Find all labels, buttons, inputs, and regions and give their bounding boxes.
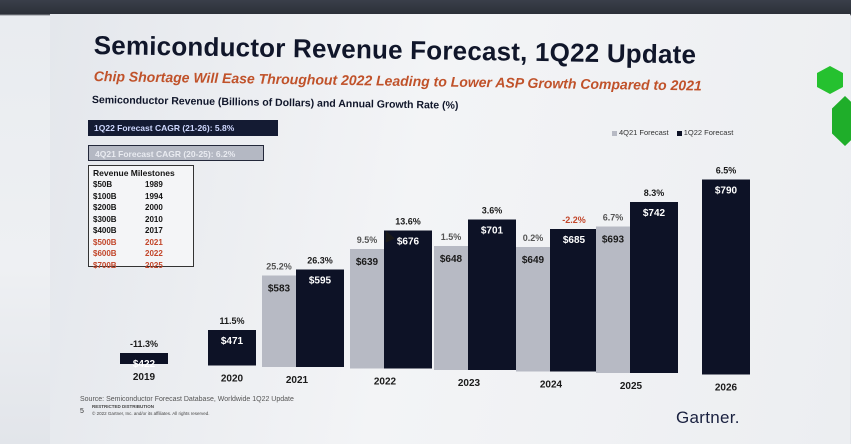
- bar-value-label-1q22: $742: [643, 208, 666, 219]
- milestone-year: 2022: [145, 249, 163, 258]
- x-tick-label: 2024: [540, 380, 563, 391]
- x-tick-label: 2026: [715, 383, 738, 394]
- x-tick-label: 2021: [286, 375, 309, 386]
- bar-value-label-4q21: $693: [602, 235, 625, 246]
- bar-1q22-2026: [702, 179, 750, 375]
- legend-label-4q21: 4Q21 Forecast: [619, 128, 669, 137]
- bar-value-label-4q21: $648: [440, 254, 463, 265]
- milestone-amount: $600B: [93, 249, 117, 258]
- growth-label-4q21: 9.5%: [357, 235, 378, 245]
- source-note: Source: Semiconductor Forecast Database,…: [80, 396, 294, 403]
- cagr-4q21-box: 4Q21 Forecast CAGR (20-25): 6.2%: [88, 145, 264, 161]
- bar-1q22-2022: [384, 230, 432, 369]
- restricted-distribution-note: RESTRICTED DISTRIBUTION: [92, 404, 155, 409]
- revenue-milestones-table: Revenue Milestones $50B 1989 $100B 1994 $200…: [88, 165, 194, 270]
- growth-label-1q22: 13.6%: [395, 217, 421, 227]
- growth-label-4q21: 1.5%: [441, 232, 462, 242]
- milestone-row: $50B 1989: [93, 179, 189, 191]
- bar-1q22-2019: [120, 353, 168, 364]
- growth-label-1q22: -2.2%: [562, 215, 586, 225]
- milestone-row: $300B 2010: [93, 214, 189, 226]
- milestone-amount: $700B: [93, 260, 117, 270]
- milestones-rows: $50B 1989 $100B 1994 $200B 2000 $300B 2010 $400B…: [93, 179, 189, 271]
- growth-label-4q21: 0.2%: [523, 233, 544, 243]
- milestone-year: 2021: [145, 237, 163, 247]
- milestone-row: $600B 2022: [93, 248, 189, 260]
- copyright-note: © 2022 Gartner, Inc. and/or its affiliat…: [92, 411, 210, 416]
- milestone-year: 2017: [145, 226, 163, 235]
- bar-1q22-2024: [550, 229, 598, 372]
- milestone-amount: $300B: [93, 214, 117, 224]
- milestone-row: $400B 2017: [93, 225, 189, 237]
- milestone-year: 1989: [145, 180, 163, 189]
- bar-value-label-4q21: $639: [356, 257, 379, 268]
- growth-label-1q22: 6.5%: [716, 166, 737, 176]
- bar-value-label-4q21: $649: [522, 255, 545, 266]
- legend-item-1q22: 1Q22 Forecast: [676, 128, 734, 137]
- bar-value-label-1q22: $790: [715, 186, 738, 197]
- bar-4q21-2021: [262, 275, 296, 367]
- growth-label-4q21: 6.7%: [603, 213, 624, 223]
- growth-label-4q21: 25.2%: [266, 262, 292, 272]
- x-tick-label: 2022: [374, 377, 397, 388]
- milestone-amount: $400B: [93, 226, 117, 235]
- milestone-amount: $200B: [93, 203, 117, 212]
- chart-legend: 4Q21 Forecast 1Q22 Forecast: [612, 128, 739, 137]
- bar-value-label-1q22: $595: [309, 276, 332, 287]
- x-tick-label: 2023: [458, 378, 481, 389]
- bar-1q22-2023: [468, 219, 516, 370]
- bar-1q22-2020: [208, 330, 256, 366]
- bar-value-label-1q22: $422: [133, 359, 156, 370]
- page-number: 5: [80, 408, 84, 415]
- milestone-year: 2025: [145, 260, 163, 270]
- bar-4q21-2025: [596, 226, 630, 373]
- milestone-row: $700B 2025: [93, 260, 189, 272]
- milestone-row: $100B 1994: [93, 191, 189, 203]
- green-hexagon-logo-secondary: [832, 96, 851, 146]
- cagr-1q22-box: 1Q22 Forecast CAGR (21-26): 5.8%: [88, 120, 278, 136]
- bar-value-label-1q22: $701: [481, 226, 504, 237]
- x-tick-label: 2019: [133, 372, 156, 383]
- milestone-row: $200B 2000: [93, 202, 189, 214]
- legend-swatch-icon: [612, 130, 617, 136]
- milestones-heading: Revenue Milestones: [93, 168, 175, 178]
- bar-value-label-4q21: $583: [268, 284, 291, 295]
- growth-label-1q22: 26.3%: [307, 256, 333, 266]
- bar-4q21-2022: [350, 249, 384, 369]
- legend-swatch-icon: [676, 130, 682, 136]
- legend-item-4q21: 4Q21 Forecast: [612, 128, 669, 137]
- growth-label-1q22: 8.3%: [644, 188, 665, 198]
- bar-4q21-2024: [516, 247, 550, 372]
- bar-1q22-2025: [630, 202, 678, 373]
- milestone-year: 2000: [145, 203, 163, 212]
- milestone-year: 2010: [145, 214, 163, 224]
- milestone-amount: $100B: [93, 191, 117, 201]
- bar-value-label-1q22: $471: [221, 336, 244, 347]
- milestone-year: 1994: [145, 191, 163, 201]
- milestone-row: $500B 2021: [93, 237, 189, 249]
- growth-label-1q22: -11.3%: [130, 339, 158, 349]
- bar-value-label-1q22: $685: [563, 235, 586, 246]
- growth-label-1q22: 11.5%: [219, 316, 244, 326]
- legend-label-1q22: 1Q22 Forecast: [683, 128, 734, 137]
- gartner-logo: Gartner.: [676, 408, 740, 427]
- milestone-amount: $500B: [93, 237, 117, 247]
- bar-4q21-2023: [434, 246, 468, 370]
- x-tick-label: 2025: [620, 381, 643, 392]
- growth-label-1q22: 3.6%: [482, 206, 503, 216]
- bar-value-label-1q22: $676: [397, 237, 420, 248]
- bar-1q22-2021: [296, 269, 344, 367]
- x-tick-label: 2020: [221, 374, 244, 385]
- milestone-amount: $50B: [93, 180, 113, 189]
